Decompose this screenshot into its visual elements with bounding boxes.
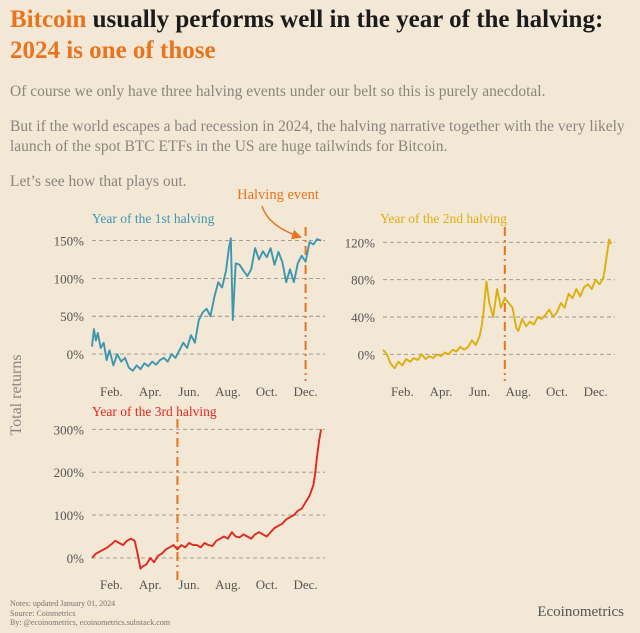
y-tick-label: 100% [54, 508, 85, 523]
y-tick-label: 0% [67, 551, 85, 566]
footer-note-updated: Notes: updated January 01, 2024 [10, 599, 116, 608]
y-tick-label: 100% [54, 271, 85, 286]
x-tick-label: Dec. [584, 384, 608, 399]
intro-paragraph-3: Let’s see how that plays out. [10, 173, 187, 190]
y-tick-label: 150% [54, 234, 85, 249]
x-tick-label: Jun. [469, 384, 490, 399]
panel-2-halving: 0% 40% 80% 120% Feb. Apr. Jun. Aug. Oct. Dec. Year… [345, 211, 615, 399]
y-tick-label: 300% [54, 422, 85, 437]
y-tick-label: 0% [358, 347, 376, 362]
intro-paragraph-1: Of course we only have three halving eve… [10, 83, 546, 100]
x-tick-label: Apr. [430, 384, 453, 399]
title-highlight-bitcoin: Bitcoin [10, 6, 87, 33]
y-tick-label: 120% [345, 235, 376, 250]
x-tick-label: Feb. [100, 577, 123, 592]
series-line-2 [382, 238, 612, 370]
x-tick-label: Oct. [546, 384, 568, 399]
title-main: usually performs well in the year of the… [86, 6, 604, 33]
total-returns-ylabel: Total returns [8, 354, 25, 435]
y-tick-label: 80% [351, 273, 375, 288]
x-tick-label: Apr. [139, 577, 162, 592]
x-tick-label: Aug. [215, 577, 241, 592]
y-tick-label: 0% [67, 347, 85, 362]
panel-title: Year of the 1st halving [92, 211, 215, 226]
halving-event-annotation: Halving event [237, 187, 319, 203]
y-tick-label: 200% [54, 465, 85, 480]
footer-notes: Notes: updated January 01, 2024 Source: … [10, 599, 170, 628]
x-tick-label: Feb. [391, 384, 414, 399]
title-highlight-2024: 2024 is one of those [10, 37, 216, 64]
x-tick-label: Oct. [256, 384, 278, 399]
y-tick-label: 40% [351, 310, 375, 325]
y-tick-label: 50% [60, 309, 84, 324]
x-tick-label: Feb. [100, 384, 123, 399]
page-title: Bitcoin usually performs well in the yea… [10, 4, 635, 66]
halving-event-arrow [261, 205, 302, 240]
x-tick-label: Jun. [178, 577, 199, 592]
x-tick-label: Oct. [256, 577, 278, 592]
x-tick-label: Aug. [506, 384, 532, 399]
brand-logo-text: Ecoinometrics [537, 604, 624, 620]
series-line-3 [91, 429, 323, 570]
series-line-1 [91, 237, 322, 372]
x-tick-label: Dec. [293, 577, 317, 592]
panel-title: Year of the 2nd halving [380, 211, 507, 226]
intro-paragraph-2: But if the world escapes a bad recession… [10, 118, 625, 155]
x-tick-label: Jun. [178, 384, 199, 399]
x-tick-label: Apr. [139, 384, 162, 399]
footer-note-source: Source: Coinmetrics [10, 608, 76, 618]
x-tick-label: Dec. [293, 384, 317, 399]
footer-note-by: By: @ecoinometrics, ecoinometrics.substa… [10, 618, 170, 627]
panel-3-halving: 0% 100% 200% 300% Feb. Apr. Jun. Aug. Oct. Dec. Ye… [54, 404, 325, 592]
x-tick-label: Aug. [215, 384, 241, 399]
panel-title: Year of the 3rd halving [92, 404, 217, 419]
panel-1-halving: 0% 50% 100% 150% Feb. Apr. Jun. Aug. Oct. Dec. Yea… [54, 211, 325, 399]
